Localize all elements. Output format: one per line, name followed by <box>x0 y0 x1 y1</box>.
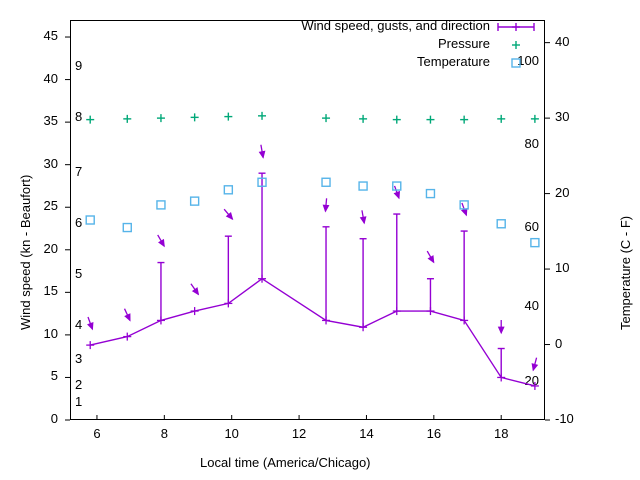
beaufort-label-8: 8 <box>75 108 83 124</box>
y2-tick-0: 0 <box>555 335 563 351</box>
fahrenheit-label-60: 60 <box>524 218 539 234</box>
beaufort-label-1: 1 <box>75 393 83 409</box>
x-tick-14: 14 <box>359 426 374 441</box>
y2-axis-label: Temperature (C - F) <box>618 215 633 330</box>
beaufort-label-9: 9 <box>75 57 83 73</box>
beaufort-label-4: 4 <box>75 317 83 333</box>
legend-label-3: Temperature <box>417 54 490 69</box>
fahrenheit-label-40: 40 <box>524 297 539 313</box>
x-tick-6: 6 <box>93 426 101 441</box>
y-tick-25: 25 <box>43 198 58 214</box>
y-tick-30: 30 <box>43 155 58 171</box>
y-tick-20: 20 <box>43 240 58 256</box>
y2-tick-40: 40 <box>555 33 570 49</box>
x-tick-8: 8 <box>160 426 168 441</box>
y-tick-5: 5 <box>50 368 58 384</box>
beaufort-label-3: 3 <box>75 351 83 367</box>
fahrenheit-label-20: 20 <box>524 373 539 389</box>
plot-frame <box>70 20 545 420</box>
y-tick-35: 35 <box>43 113 58 129</box>
y-tick-15: 15 <box>43 283 58 299</box>
y-tick-40: 40 <box>43 70 58 86</box>
x-tick-18: 18 <box>493 426 509 441</box>
y2-tick--10: -10 <box>555 411 574 426</box>
beaufort-label-2: 2 <box>75 376 83 392</box>
legend-label-2: Pressure <box>437 36 490 51</box>
x-tick-12: 12 <box>291 426 307 441</box>
beaufort-label-5: 5 <box>75 266 83 282</box>
x-tick-10: 10 <box>224 426 239 441</box>
fahrenheit-label-100: 100 <box>517 52 539 68</box>
beaufort-label-6: 6 <box>75 215 83 231</box>
y-tick-45: 45 <box>43 28 58 44</box>
fahrenheit-label-80: 80 <box>524 135 539 151</box>
y2-tick-20: 20 <box>555 184 570 200</box>
y-tick-0: 0 <box>50 411 58 426</box>
y2-tick-10: 10 <box>555 260 570 276</box>
x-axis-label: Local time (America/Chicago) <box>200 455 371 470</box>
y-tick-10: 10 <box>43 325 58 341</box>
x-tick-16: 16 <box>426 426 442 441</box>
beaufort-label-7: 7 <box>75 164 83 180</box>
y2-tick-30: 30 <box>555 109 570 125</box>
legend-label-1: Wind speed, gusts, and direction <box>301 18 490 33</box>
